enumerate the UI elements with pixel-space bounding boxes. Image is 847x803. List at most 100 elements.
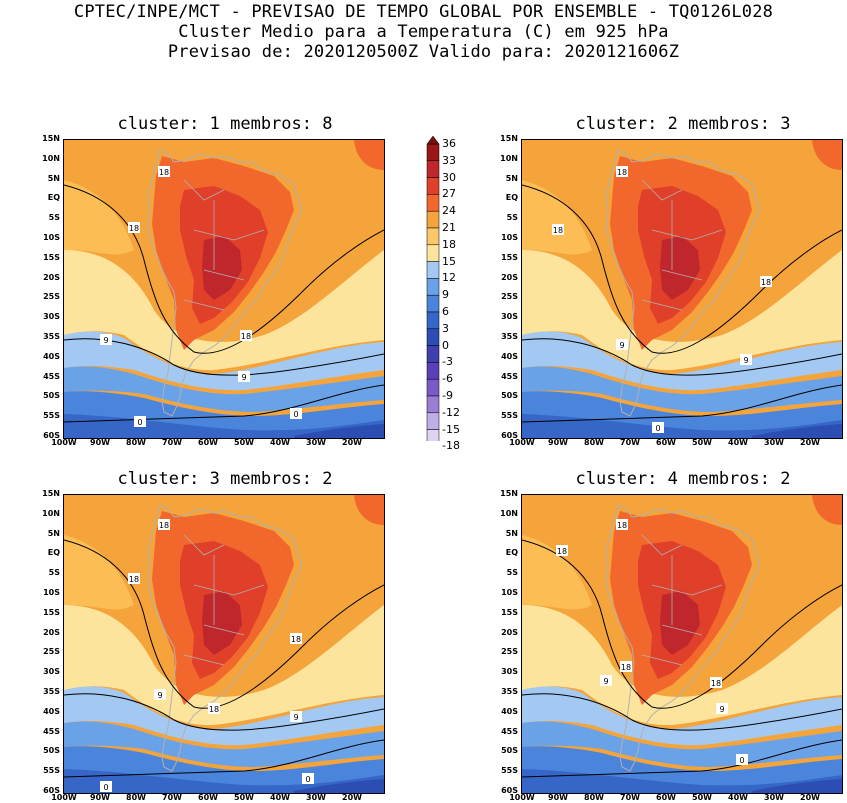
colorbar-swatch <box>426 261 440 279</box>
contour-label-3: 9 <box>100 334 112 345</box>
lat-tick-label: 5S <box>506 213 518 223</box>
lat-tick-label: 35S <box>43 687 60 696</box>
map-svg-3: 18 18 18 18 9 9 0 0 <box>64 495 384 793</box>
lat-tick-label: 10N <box>500 153 518 163</box>
svg-text:0: 0 <box>293 410 298 419</box>
svg-text:18: 18 <box>291 635 301 644</box>
colorbar-label: 0 <box>442 338 449 352</box>
svg-text:9: 9 <box>719 705 724 714</box>
contour-label-1: 18 <box>552 224 564 235</box>
colorbar <box>425 135 441 455</box>
country-borders <box>183 179 265 311</box>
contour-label-3: 18 <box>710 677 722 688</box>
map-svg-4: 18 18 18 18 9 9 0 <box>522 495 842 793</box>
contour-0 <box>64 384 384 423</box>
map-svg-1: 18 18 18 9 9 0 0 <box>64 140 384 438</box>
svg-text:0: 0 <box>103 783 108 792</box>
lat-tick-label: 35S <box>501 687 518 696</box>
contour-label-0: 18 <box>158 166 170 177</box>
lon-tick-label: 40W <box>728 438 748 447</box>
contour-9 <box>522 693 842 731</box>
map-panel-1: 18 18 18 9 9 0 0 <box>63 139 385 439</box>
lon-tick-label: 30W <box>764 793 784 802</box>
contour-label-0: 18 <box>158 519 170 530</box>
lon-tick-label: 40W <box>728 793 748 802</box>
lon-tick-label: 100W <box>509 438 535 447</box>
panel-title-4: cluster: 4 membros: 2 <box>575 469 791 489</box>
contour-label-2: 18 <box>290 633 302 644</box>
svg-text:9: 9 <box>241 373 246 382</box>
lat-tick-label: 60S <box>43 786 60 795</box>
lon-tick-label: 90W <box>548 438 568 447</box>
lat-tick-label: 15S <box>501 607 518 617</box>
lon-tick-label: 70W <box>620 793 640 802</box>
lat-tick-label: 45S <box>501 371 518 381</box>
panel-title-1: cluster: 1 membros: 8 <box>117 114 333 134</box>
colorbar-label: 24 <box>442 204 456 218</box>
colorbar-swatch <box>426 177 440 195</box>
lat-tick-label: 5S <box>48 568 60 578</box>
svg-text:9: 9 <box>743 356 748 365</box>
lon-tick-label: 100W <box>509 793 535 802</box>
temperature-band-4 <box>64 366 384 412</box>
lon-tick-label: 80W <box>584 438 604 447</box>
colorbar-swatch <box>426 362 440 380</box>
lat-tick-label: 45S <box>43 726 60 736</box>
colorbar-label: 3 <box>442 321 449 335</box>
lon-tick-label: 50W <box>692 438 712 447</box>
svg-text:0: 0 <box>655 424 660 433</box>
lat-tick-label: 40S <box>43 706 60 716</box>
lat-tick-label: 10S <box>43 588 60 597</box>
lat-tick-label: 30S <box>501 667 518 677</box>
lon-tick-label: 50W <box>234 438 254 447</box>
lat-tick-label: 20S <box>501 272 518 282</box>
colorbar-top-arrow <box>426 135 440 145</box>
temperature-band-4 <box>522 366 842 412</box>
lat-tick-label: EQ <box>47 193 60 203</box>
country-borders <box>641 534 723 666</box>
contour-label-5: 0 <box>652 422 664 433</box>
lat-tick-label: 10S <box>43 233 60 242</box>
contour-label-2: 18 <box>620 661 632 672</box>
temperature-band-3 <box>64 331 384 391</box>
lon-tick-label: 90W <box>548 793 568 802</box>
contour-label-1: 18 <box>128 573 140 584</box>
colorbar-label: -15 <box>442 422 460 436</box>
lon-tick-label: 50W <box>692 793 712 802</box>
temperature-band-1 <box>64 180 134 255</box>
contour-label-6: 0 <box>736 754 748 765</box>
colorbar-swatch <box>426 311 440 330</box>
lon-tick-label: 80W <box>126 793 146 802</box>
colorbar-label: 27 <box>442 187 456 201</box>
svg-text:18: 18 <box>711 679 721 688</box>
warm-region-30 <box>660 236 700 300</box>
contour-label-3: 9 <box>616 339 628 350</box>
country-borders <box>641 179 723 311</box>
lat-tick-label: 15S <box>43 607 60 617</box>
contour-label-5: 0 <box>134 416 146 427</box>
contour-label-1: 18 <box>128 222 140 233</box>
lat-tick-label: 55S <box>43 411 60 421</box>
lat-tick-label: 10N <box>42 153 60 163</box>
svg-text:9: 9 <box>603 677 608 686</box>
contour-label-6: 0 <box>100 781 112 792</box>
colorbar-swatch <box>426 328 440 346</box>
title-line-1: CPTEC/INPE/MCT - PREVISAO DE TEMPO GLOBA… <box>73 2 774 22</box>
svg-text:18: 18 <box>241 332 251 341</box>
map-svg-2: 18 18 18 9 9 0 <box>522 140 842 438</box>
contour-18 <box>64 184 384 354</box>
colorbar-swatch <box>426 278 440 296</box>
temperature-band-7 <box>294 424 384 438</box>
svg-text:0: 0 <box>739 756 744 765</box>
svg-text:18: 18 <box>617 521 627 530</box>
lat-tick-label: 35S <box>43 332 60 341</box>
colorbar-label: 6 <box>442 305 449 318</box>
map-panel-3: 18 18 18 18 9 9 0 0 <box>63 494 385 794</box>
lat-tick-label: 5S <box>506 568 518 578</box>
lat-tick-label: 5N <box>47 173 60 183</box>
lon-tick-label: 50W <box>234 793 254 802</box>
panel-title-2: cluster: 2 membros: 3 <box>575 114 791 134</box>
lat-tick-label: 5S <box>48 213 60 223</box>
lon-tick-label: 60W <box>198 793 218 802</box>
temperature-band-7 <box>752 424 842 438</box>
